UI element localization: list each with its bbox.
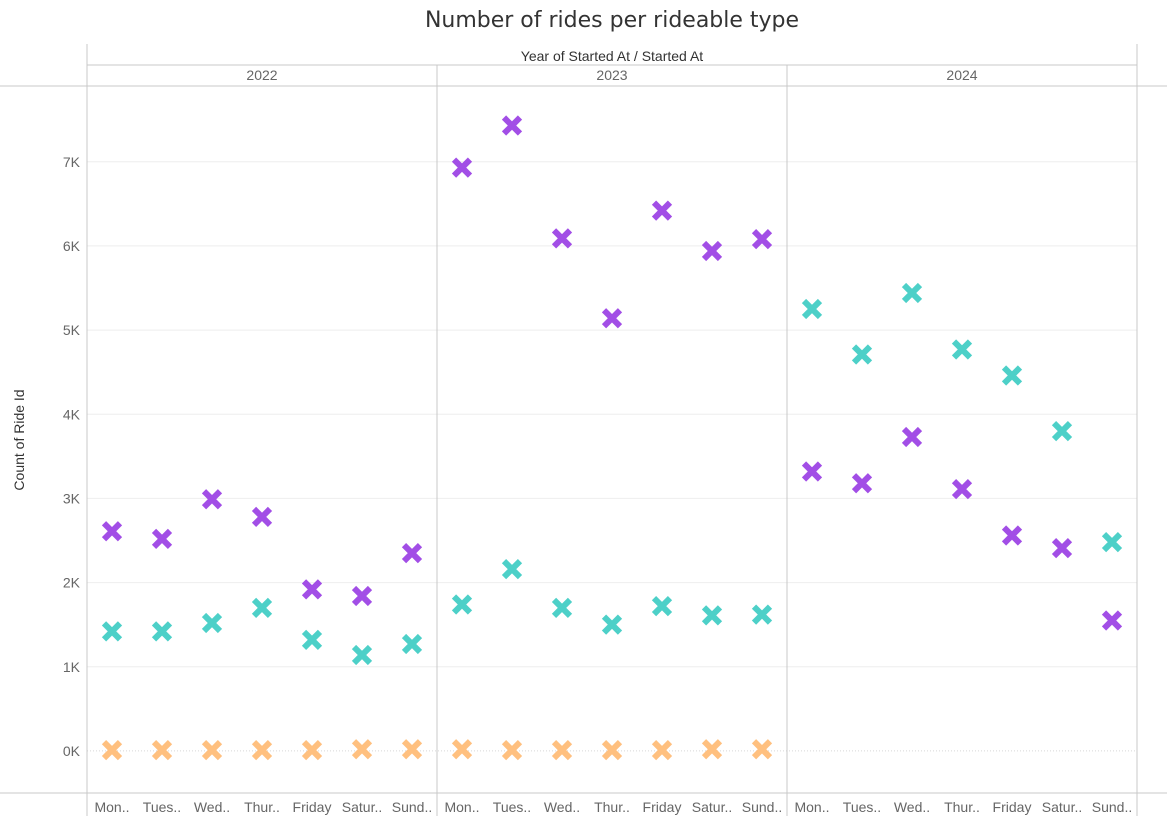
data-point xyxy=(201,489,223,510)
data-point xyxy=(601,614,623,635)
y-tick-label: 4K xyxy=(63,406,81,422)
data-point xyxy=(1001,525,1023,546)
data-point xyxy=(501,558,523,580)
data-point xyxy=(751,229,773,250)
data-point xyxy=(351,739,373,760)
chart-title: Number of rides per rideable type xyxy=(425,8,799,33)
data-point xyxy=(501,115,523,136)
x-tick-label: Sund.. xyxy=(1092,799,1132,815)
x-tick-label: Mon.. xyxy=(94,799,129,815)
y-tick-label: 2K xyxy=(63,575,81,591)
x-tick-label: Tues.. xyxy=(493,799,531,815)
data-point xyxy=(451,157,473,178)
data-point xyxy=(701,605,723,626)
y-axis-label: Count of Ride Id xyxy=(11,389,27,490)
year-header: 2023 xyxy=(596,67,627,83)
data-point xyxy=(451,739,473,760)
data-point xyxy=(351,585,373,607)
x-tick-label: Satur.. xyxy=(342,799,382,815)
x-tick-label: Thur.. xyxy=(944,799,980,815)
data-point xyxy=(551,597,573,618)
x-tick-label: Satur.. xyxy=(692,799,732,815)
x-tick-label: Mon.. xyxy=(444,799,479,815)
data-point xyxy=(1101,610,1123,631)
pane-frame xyxy=(0,44,1167,816)
data-point xyxy=(501,739,523,761)
data-point xyxy=(1051,537,1073,559)
data-point xyxy=(151,528,173,549)
x-tick-label: Satur.. xyxy=(1042,799,1082,815)
data-point xyxy=(251,739,273,761)
data-point xyxy=(901,282,923,304)
data-point xyxy=(301,629,323,650)
data-point xyxy=(851,473,873,494)
x-tick-label: Thur.. xyxy=(594,799,630,815)
x-tick-label: Wed.. xyxy=(544,799,580,815)
data-point xyxy=(651,596,673,617)
y-axis-ticks: 0K 1K 2K 3K 4K 5K 6K 7K xyxy=(63,154,81,759)
data-point xyxy=(951,479,973,500)
data-point xyxy=(101,739,123,761)
data-point xyxy=(401,633,423,655)
data-point xyxy=(951,339,973,360)
y-tick-label: 6K xyxy=(63,238,81,254)
data-point xyxy=(451,594,473,615)
data-point xyxy=(551,739,573,761)
data-point xyxy=(801,461,823,482)
data-point xyxy=(351,644,373,666)
data-point xyxy=(751,604,773,625)
x-tick-label: Friday xyxy=(993,799,1032,815)
year-header: 2022 xyxy=(246,67,277,83)
data-point xyxy=(601,308,623,329)
data-point xyxy=(701,240,723,262)
x-tick-label: Mon.. xyxy=(794,799,829,815)
data-point xyxy=(651,200,673,221)
y-tick-label: 5K xyxy=(63,322,81,338)
data-point xyxy=(851,344,873,365)
data-point xyxy=(151,739,173,761)
x-tick-label: Wed.. xyxy=(894,799,930,815)
column-header: Year of Started At / Started At xyxy=(521,48,703,64)
data-point xyxy=(101,621,123,642)
data-point xyxy=(701,739,723,760)
data-point xyxy=(401,543,423,564)
x-tick-label: Tues.. xyxy=(143,799,181,815)
x-tick-label: Friday xyxy=(643,799,682,815)
data-point xyxy=(251,597,273,618)
data-point xyxy=(1051,420,1073,442)
data-point xyxy=(801,298,823,320)
x-tick-label: Sund.. xyxy=(392,799,432,815)
data-point xyxy=(1101,532,1123,553)
x-tick-label: Thur.. xyxy=(244,799,280,815)
year-headers: 2022 2023 2024 xyxy=(246,67,977,83)
data-point xyxy=(101,521,123,542)
y-tick-label: 0K xyxy=(63,743,81,759)
x-tick-label: Wed.. xyxy=(194,799,230,815)
data-point xyxy=(301,739,323,761)
y-tick-label: 1K xyxy=(63,659,81,675)
y-tick-label: 3K xyxy=(63,490,81,506)
year-header: 2024 xyxy=(946,67,977,83)
data-point xyxy=(201,612,223,634)
data-point xyxy=(901,426,923,448)
data-point xyxy=(401,739,423,760)
x-tick-label: Tues.. xyxy=(843,799,881,815)
y-tick-label: 7K xyxy=(63,154,81,170)
data-point xyxy=(551,228,573,249)
data-point xyxy=(651,739,673,761)
data-point xyxy=(751,739,773,760)
data-point xyxy=(1001,365,1023,386)
x-tick-label: Sund.. xyxy=(742,799,782,815)
data-point xyxy=(151,621,173,642)
data-point xyxy=(251,506,273,528)
data-point xyxy=(301,579,323,600)
data-point xyxy=(201,739,223,761)
x-axis-ticks: Mon.. Tues.. Wed.. Thur.. Friday Satur.. Sund.… xyxy=(94,799,1132,815)
gridlines xyxy=(87,161,1137,752)
x-tick-label: Friday xyxy=(293,799,332,815)
data-point xyxy=(601,739,623,761)
data-marks xyxy=(101,115,1123,761)
